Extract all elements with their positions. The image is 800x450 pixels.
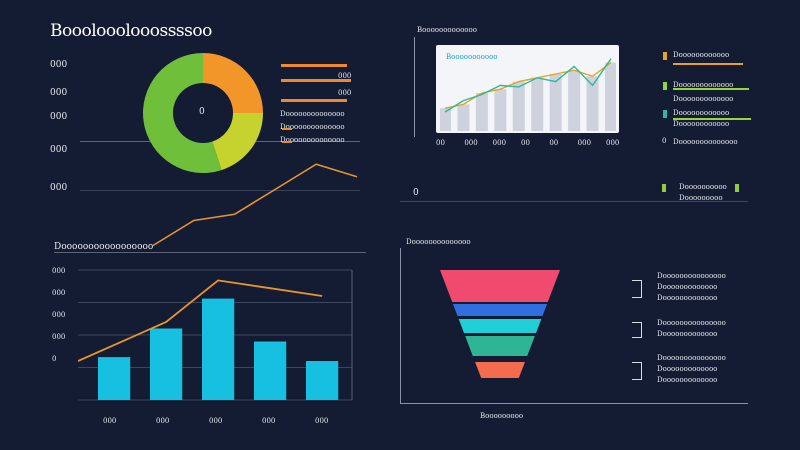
mini-bar	[605, 62, 616, 131]
legend-line	[673, 63, 743, 65]
footer-legend-text: Doooooooooo	[679, 183, 727, 191]
bracket-icon	[632, 362, 642, 380]
bar-y-tick: 000	[52, 333, 66, 341]
mini-x-tick: 000	[577, 139, 592, 147]
y-tick: 000	[50, 145, 68, 155]
bar-y-tick: 000	[52, 311, 66, 319]
funnel-band	[458, 319, 542, 333]
bracket-icon	[632, 322, 642, 338]
mini-x-tick: 00	[436, 139, 445, 147]
dashboard-title: Booolooolooossssoo	[50, 21, 212, 41]
bar	[202, 298, 235, 400]
bar-x-tick: 000	[209, 417, 223, 425]
funnel-legend-line1: Dooooooooooooooo	[657, 272, 726, 280]
funnel-chart	[440, 270, 560, 378]
funnel-title: Doooooooooooooo	[406, 238, 471, 246]
panel-rule	[414, 37, 415, 137]
mini-x-tick: 00	[521, 139, 530, 147]
mini-bar	[568, 70, 581, 131]
legend-text: Doooooooooooooo	[673, 138, 738, 146]
legend-swatch	[282, 141, 292, 143]
donut-chart	[143, 53, 263, 173]
legend-text: Dooooooooooooo	[673, 81, 734, 89]
legend-marker: 0	[662, 137, 667, 145]
legend-line-text: Doooooooooooooo	[280, 136, 345, 144]
small-marker: 0	[413, 188, 419, 198]
legend-bar	[281, 99, 347, 102]
legend-dot	[663, 110, 667, 118]
legend-dot	[663, 82, 667, 90]
mini-bar	[549, 74, 562, 131]
bar-panel-title: Dooooooooooooooooo	[54, 242, 154, 252]
gridline	[80, 190, 360, 191]
y-tick: 000	[50, 112, 68, 122]
funnel-band	[452, 304, 548, 316]
legend-text: Doooooooooooo	[673, 51, 730, 59]
legend-line-text: Doooooooooooooo	[280, 110, 345, 118]
mini-area-chart	[440, 58, 616, 131]
funnel-legend-line2: Dooooooooooooo	[657, 330, 718, 338]
funnel-legend-line2: Dooooooooooooo	[657, 365, 718, 373]
panel-rule	[54, 252, 366, 253]
funnel-band	[475, 362, 525, 378]
funnel-band	[465, 336, 535, 356]
mini-bar	[512, 81, 525, 131]
bar-x-tick: 000	[156, 417, 170, 425]
bar	[254, 341, 287, 400]
y-tick: 000	[50, 88, 68, 98]
funnel-legend-line1: Dooooooooooooooo	[657, 354, 726, 362]
legend-bar	[281, 79, 351, 82]
y-tick: 000	[50, 60, 68, 70]
trend-line-chart	[152, 163, 358, 247]
legend-text: Dooooooooooooo	[673, 95, 734, 103]
mini-bar	[494, 89, 507, 131]
panel-rule	[400, 201, 748, 202]
mini-bar	[586, 76, 599, 131]
y-tick: 000	[50, 183, 68, 193]
bracket-icon	[632, 280, 642, 298]
funnel-band	[440, 270, 560, 302]
funnel-footer: Booooooooo	[480, 412, 524, 420]
mini-bar	[475, 93, 488, 131]
funnel-legend-line2: Dooooooooooooo	[657, 283, 718, 291]
bar-y-tick: 000	[52, 289, 66, 297]
bar	[306, 361, 339, 400]
legend-swatch	[282, 128, 292, 130]
legend-bar	[281, 64, 347, 67]
mini-x-tick: 000	[606, 139, 620, 147]
bar	[150, 328, 183, 400]
funnel-legend-line3: Dooooooooooooo	[657, 294, 718, 302]
footer-swatch	[662, 184, 666, 192]
legend-line-text: Doooooooooooooo	[280, 123, 345, 131]
bar-x-tick: 000	[103, 417, 117, 425]
mini-bar	[440, 108, 451, 131]
mini-bar	[531, 77, 544, 131]
legend-dot	[663, 52, 667, 60]
bar-y-tick: 000	[52, 267, 66, 275]
donut-center-label: 0	[199, 107, 205, 117]
legend-text: Doooooooooooo	[673, 109, 730, 117]
legend-text: Doooooooooooo	[673, 120, 730, 128]
footer-swatch	[735, 184, 739, 192]
legend-bar-label: 000	[338, 89, 352, 97]
bar-x-tick: 000	[315, 417, 329, 425]
bar	[98, 357, 131, 400]
bar-y-tick: 0	[52, 355, 57, 363]
mini-chart-subtitle: Booooooooooo	[446, 53, 498, 61]
panel-rule	[400, 248, 401, 403]
bar-x-tick: 000	[262, 417, 276, 425]
legend-bar-label: 000	[338, 72, 352, 80]
mini-x-tick: 00	[549, 139, 559, 147]
legend-line	[673, 88, 749, 90]
mini-bar	[457, 104, 470, 131]
mini-x-tick: 000	[464, 139, 478, 147]
mini-chart-title: Booooooooooooo	[417, 26, 477, 34]
mini-x-tick: 000	[492, 139, 507, 147]
funnel-legend-line1: Dooooooooooooooo	[657, 319, 726, 327]
funnel-legend-line3: Dooooooooooooo	[657, 376, 718, 384]
panel-rule	[400, 403, 748, 404]
legend-line	[673, 118, 751, 120]
bar-chart	[78, 269, 353, 401]
footer-legend-sub: Dooooooooo	[679, 194, 723, 202]
